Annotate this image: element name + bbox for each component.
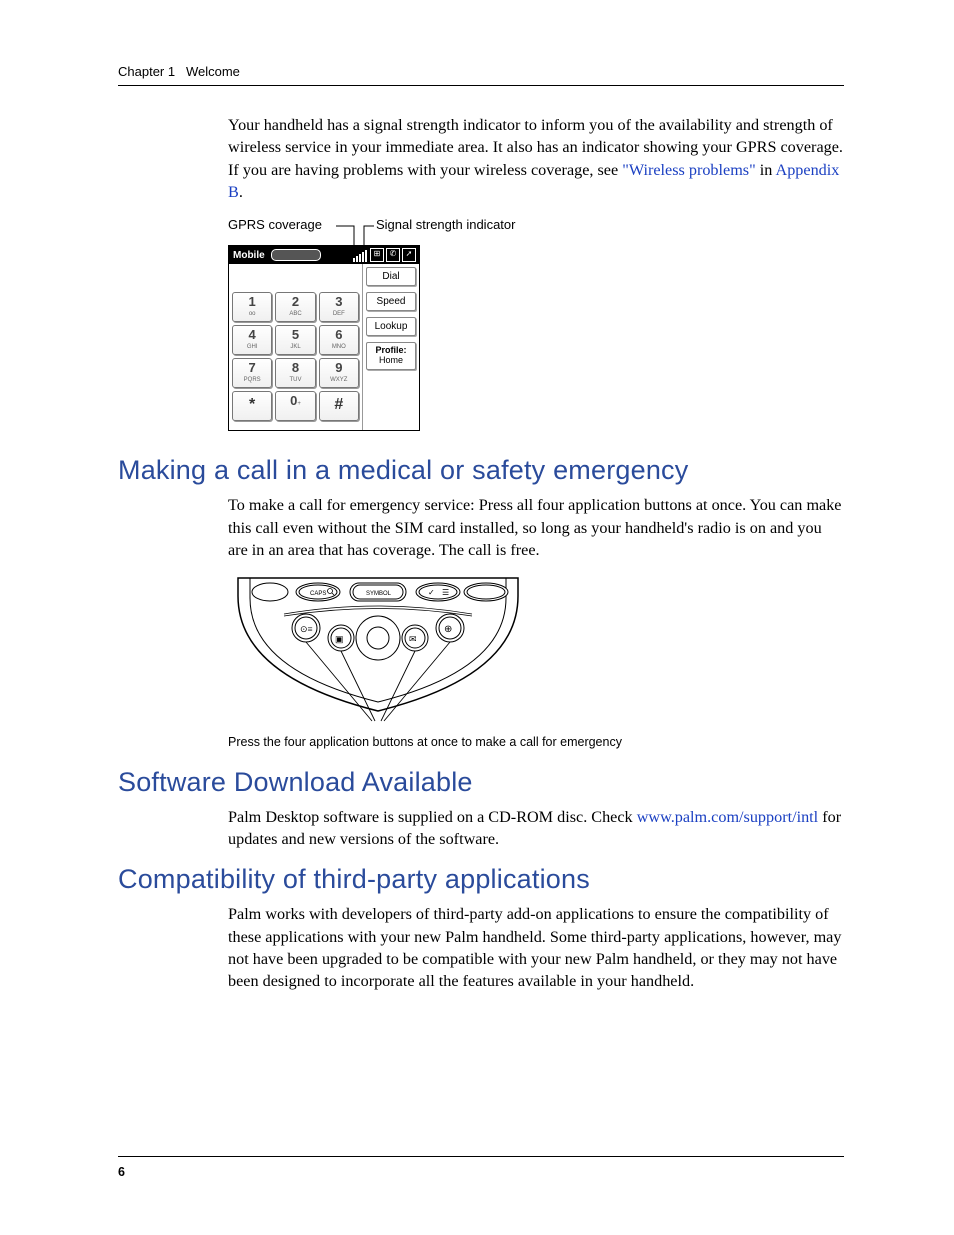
app-title: Mobile: [229, 250, 269, 261]
key-0[interactable]: 0+: [275, 391, 315, 421]
profile-button[interactable]: Profile: Home: [366, 342, 416, 370]
arrow-icon: ➚: [402, 248, 416, 262]
lookup-button[interactable]: Lookup: [366, 317, 416, 336]
signal-strength-icon: [353, 248, 370, 262]
compat-body: Palm works with developers of third-part…: [118, 903, 844, 992]
chapter-number: Chapter 1: [118, 64, 175, 79]
key-8[interactable]: 8TUV: [275, 358, 315, 388]
intro-text-2: in: [756, 161, 776, 179]
device-illustration: CAPS SYMBOL ✓ ☰ ⊙≡ ▣ ✉ ⊕: [118, 576, 844, 731]
symbol-key-label: SYMBOL: [366, 591, 392, 597]
svg-text:☰: ☰: [442, 588, 449, 597]
grid-icon: ⊞: [370, 248, 384, 262]
phone-titlebar: Mobile ⊞ ✆ ➚: [229, 246, 419, 264]
key-3[interactable]: 3DEF: [319, 292, 359, 322]
header-rule: [118, 85, 844, 86]
key-7[interactable]: 7PQRS: [232, 358, 272, 388]
svg-text:⊕: ⊕: [444, 624, 452, 635]
device-caption: Press the four application buttons at on…: [118, 735, 844, 749]
download-body: Palm Desktop software is supplied on a C…: [118, 806, 844, 851]
key-6[interactable]: 6MNO: [319, 325, 359, 355]
running-header: Chapter 1 Welcome: [118, 64, 844, 85]
key-9[interactable]: 9WXYZ: [319, 358, 359, 388]
phone-icon: ✆: [386, 248, 400, 262]
gprs-coverage-indicator: [271, 249, 321, 261]
key-2[interactable]: 2ABC: [275, 292, 315, 322]
page-number: 6: [118, 1165, 125, 1179]
wireless-problems-link[interactable]: "Wireless problems": [622, 161, 756, 179]
key-4[interactable]: 4GHI: [232, 325, 272, 355]
profile-value: Home: [379, 355, 403, 365]
dial-keypad: 1oo 2ABC 3DEF 4GHI 5JKL 6MNO 7PQRS 8TUV …: [229, 264, 362, 430]
key-hash[interactable]: #: [319, 391, 359, 421]
profile-label: Profile:: [375, 345, 406, 355]
phone-screenshot: Mobile ⊞ ✆ ➚ 1oo 2ABC 3DEF: [118, 245, 844, 431]
key-5[interactable]: 5JKL: [275, 325, 315, 355]
emergency-body: To make a call for emergency service: Pr…: [118, 494, 844, 561]
download-heading: Software Download Available: [118, 767, 844, 798]
compat-heading: Compatibility of third-party application…: [118, 864, 844, 895]
key-1[interactable]: 1oo: [232, 292, 272, 322]
caps-key-label: CAPS: [310, 591, 326, 597]
dial-button[interactable]: Dial: [366, 267, 416, 286]
callout-connector-signal: [358, 220, 378, 248]
key-star[interactable]: *: [232, 391, 272, 421]
phone-callouts: GPRS coverage Signal strength indicator: [118, 217, 844, 239]
svg-text:▣: ▣: [335, 634, 344, 644]
download-text-1: Palm Desktop software is supplied on a C…: [228, 808, 637, 826]
svg-text:⊙≡: ⊙≡: [300, 624, 313, 634]
gprs-callout-label: GPRS coverage: [228, 217, 322, 232]
emergency-heading: Making a call in a medical or safety eme…: [118, 455, 844, 486]
palm-support-link[interactable]: www.palm.com/support/intl: [637, 808, 819, 826]
svg-text:✉: ✉: [409, 634, 417, 644]
intro-text-3: .: [239, 183, 243, 201]
intro-paragraph: Your handheld has a signal strength indi…: [118, 114, 844, 203]
status-icons: ⊞ ✆ ➚: [370, 248, 419, 262]
side-buttons: Dial Speed Lookup Profile: Home: [362, 264, 419, 430]
chapter-title: Welcome: [186, 64, 240, 79]
footer-rule: [118, 1156, 844, 1157]
svg-text:✓: ✓: [428, 588, 435, 597]
signal-callout-label: Signal strength indicator: [376, 217, 515, 232]
speed-button[interactable]: Speed: [366, 292, 416, 311]
